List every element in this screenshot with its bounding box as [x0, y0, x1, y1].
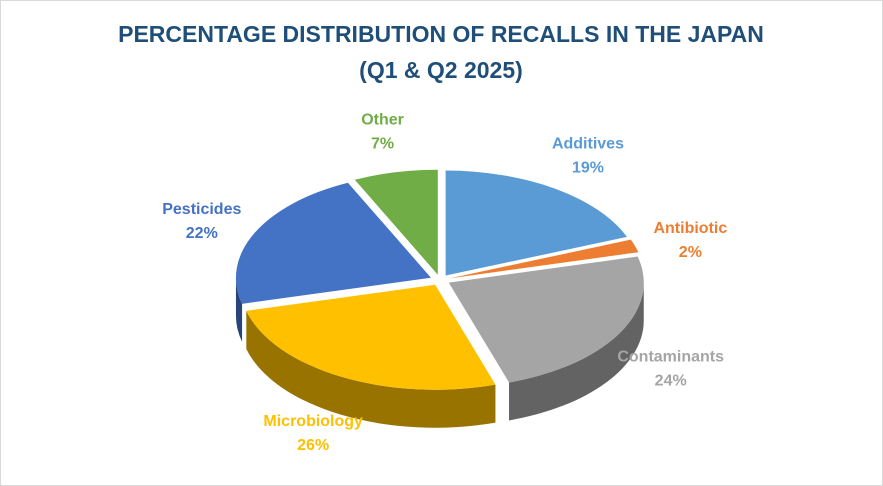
- chart-subtitle: (Q1 & Q2 2025): [359, 57, 523, 83]
- data-label-value: 2%: [679, 244, 702, 261]
- data-label-value: 7%: [371, 135, 394, 152]
- slice-side: [235, 277, 243, 342]
- data-label-name: Antibiotic: [653, 220, 727, 237]
- slice: [235, 182, 431, 304]
- slice-side: [246, 310, 496, 428]
- data-label-value: 19%: [572, 160, 604, 177]
- data-label-name: Microbiology: [263, 413, 363, 430]
- data-label-value: 24%: [655, 373, 687, 390]
- data-label-name: Contaminants: [617, 349, 724, 366]
- slice: [449, 239, 639, 279]
- data-label-value: 26%: [297, 437, 329, 454]
- slice: [354, 169, 438, 275]
- slice: [448, 256, 644, 383]
- slice-side: [509, 282, 644, 421]
- slice: [246, 284, 496, 390]
- slice: [445, 170, 627, 276]
- data-label-value: 22%: [186, 225, 218, 242]
- data-label-name: Other: [361, 111, 404, 128]
- data-label-name: Additives: [552, 136, 624, 153]
- chart-title: PERCENTAGE DISTRIBUTION OF RECALLS IN TH…: [118, 21, 764, 47]
- data-label-name: Pesticides: [162, 201, 241, 218]
- pie: [235, 169, 644, 428]
